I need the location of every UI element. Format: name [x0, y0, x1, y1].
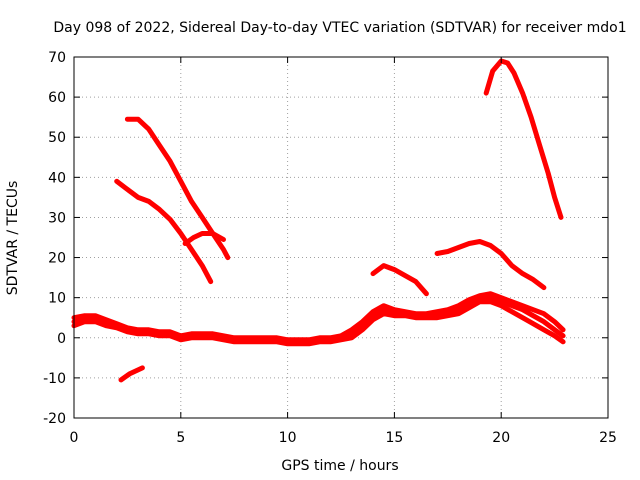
plot-frame: [73, 56, 609, 419]
series-arc-early-high: [124, 116, 231, 261]
x-tick-label: 20: [492, 430, 510, 446]
series-arc-early-bump: [182, 231, 226, 246]
series-band-upper: [71, 291, 566, 343]
x-tick-label: 0: [70, 430, 79, 446]
x-tick-label: 15: [385, 430, 403, 446]
series-arc-negative: [118, 365, 145, 383]
data-series: [71, 58, 566, 383]
x-tick-label: 5: [176, 430, 185, 446]
series-arc-late-mid: [434, 239, 547, 291]
x-tick-label: 10: [279, 430, 297, 446]
y-tick-label: 0: [57, 331, 66, 347]
grid: [74, 57, 608, 418]
y-tick-label: -10: [43, 371, 66, 387]
axis-ticks: 0 5 10 15 20 25 -20 -10 0 10 20 30 40 50 60 70: [43, 50, 617, 446]
y-tick-label: 70: [48, 50, 66, 66]
series-arc-early-mid: [114, 178, 214, 285]
y-tick-label: 20: [48, 251, 66, 267]
x-tick-label: 25: [599, 430, 617, 446]
y-tick-label: -20: [43, 411, 66, 427]
y-tick-label: 50: [48, 130, 66, 146]
y-axis-label: SDTVAR / TECUs: [5, 181, 21, 296]
chart-title: Day 098 of 2022, Sidereal Day-to-day VTE…: [53, 20, 626, 36]
y-tick-label: 30: [48, 210, 66, 226]
y-tick-label: 60: [48, 90, 66, 106]
series-arc-high-peak: [483, 58, 564, 220]
series-arc-midday-mid: [370, 263, 429, 297]
x-axis-label: GPS time / hours: [281, 458, 398, 474]
y-tick-label: 40: [48, 170, 66, 186]
series-band-lower: [71, 299, 566, 347]
y-tick-label: 10: [48, 291, 66, 307]
